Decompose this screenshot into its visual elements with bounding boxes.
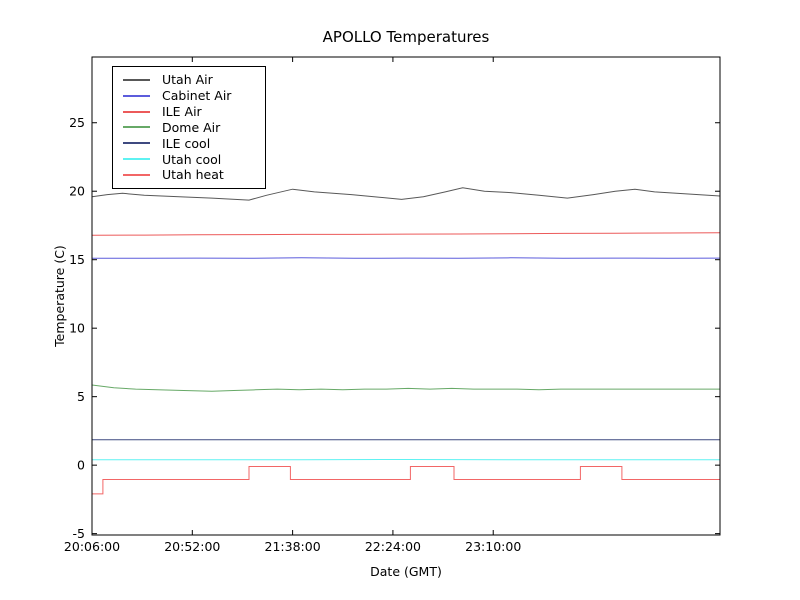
series-line-ile-air (91, 232, 721, 236)
legend-item-utah-air: Utah Air (123, 72, 259, 87)
legend-box: Utah Air Cabinet Air ILE Air Dome Air ILE co… (112, 66, 266, 189)
y-axis-label: Temperature (C) (52, 245, 67, 348)
series-line-dome-air (91, 384, 720, 392)
legend-item-ile-air: ILE Air (123, 104, 259, 119)
series-line-utah-heat (92, 466, 720, 495)
x-tick-label: 21:38:00 (265, 539, 321, 554)
y-tick-label: 10 (69, 321, 85, 336)
legend-item-cabinet-air: Cabinet Air (123, 88, 259, 103)
legend-item-label: Utah cool (162, 151, 222, 167)
y-tick-label: 20 (69, 184, 85, 199)
series-line-utah-air (91, 187, 721, 201)
x-tick-label: 22:24:00 (365, 539, 421, 554)
x-tick-label: 20:06:00 (64, 539, 120, 554)
legend-line-sample (123, 78, 150, 81)
legend-line-sample (123, 142, 150, 145)
legend-item-dome-air: Dome Air (123, 120, 259, 135)
y-tick-label: 25 (69, 115, 85, 130)
chart-title: APOLLO Temperatures (323, 28, 490, 46)
legend-item-label: ILE cool (162, 135, 211, 151)
plot-border (91, 56, 721, 536)
legend-line-sample (123, 110, 150, 113)
legend-line-sample (123, 126, 150, 129)
y-tick-label: 0 (77, 458, 85, 473)
legend-item-utah-cool: Utah cool (123, 152, 259, 167)
y-tick-label: -5 (73, 526, 85, 541)
legend-item-label: Utah heat (162, 167, 224, 183)
x-tick-label: 23:10:00 (465, 539, 521, 554)
legend-item-label: Utah Air (162, 72, 213, 88)
x-tick-label: 20:52:00 (164, 539, 220, 554)
legend-item-label: Cabinet Air (162, 88, 232, 104)
legend-item-label: Dome Air (162, 119, 221, 135)
x-axis-label: Date (GMT) (370, 564, 442, 579)
y-tick-label: 15 (69, 252, 85, 267)
legend-item-utah-heat: Utah heat (123, 167, 259, 182)
legend-line-sample (123, 94, 150, 97)
legend-item-ile-cool: ILE cool (123, 136, 259, 151)
y-tick-label: 5 (77, 389, 85, 404)
series-line-cabinet-air (92, 257, 721, 259)
legend-line-sample (123, 173, 150, 176)
legend-item-label: ILE Air (162, 104, 202, 120)
legend-line-sample (123, 158, 150, 161)
